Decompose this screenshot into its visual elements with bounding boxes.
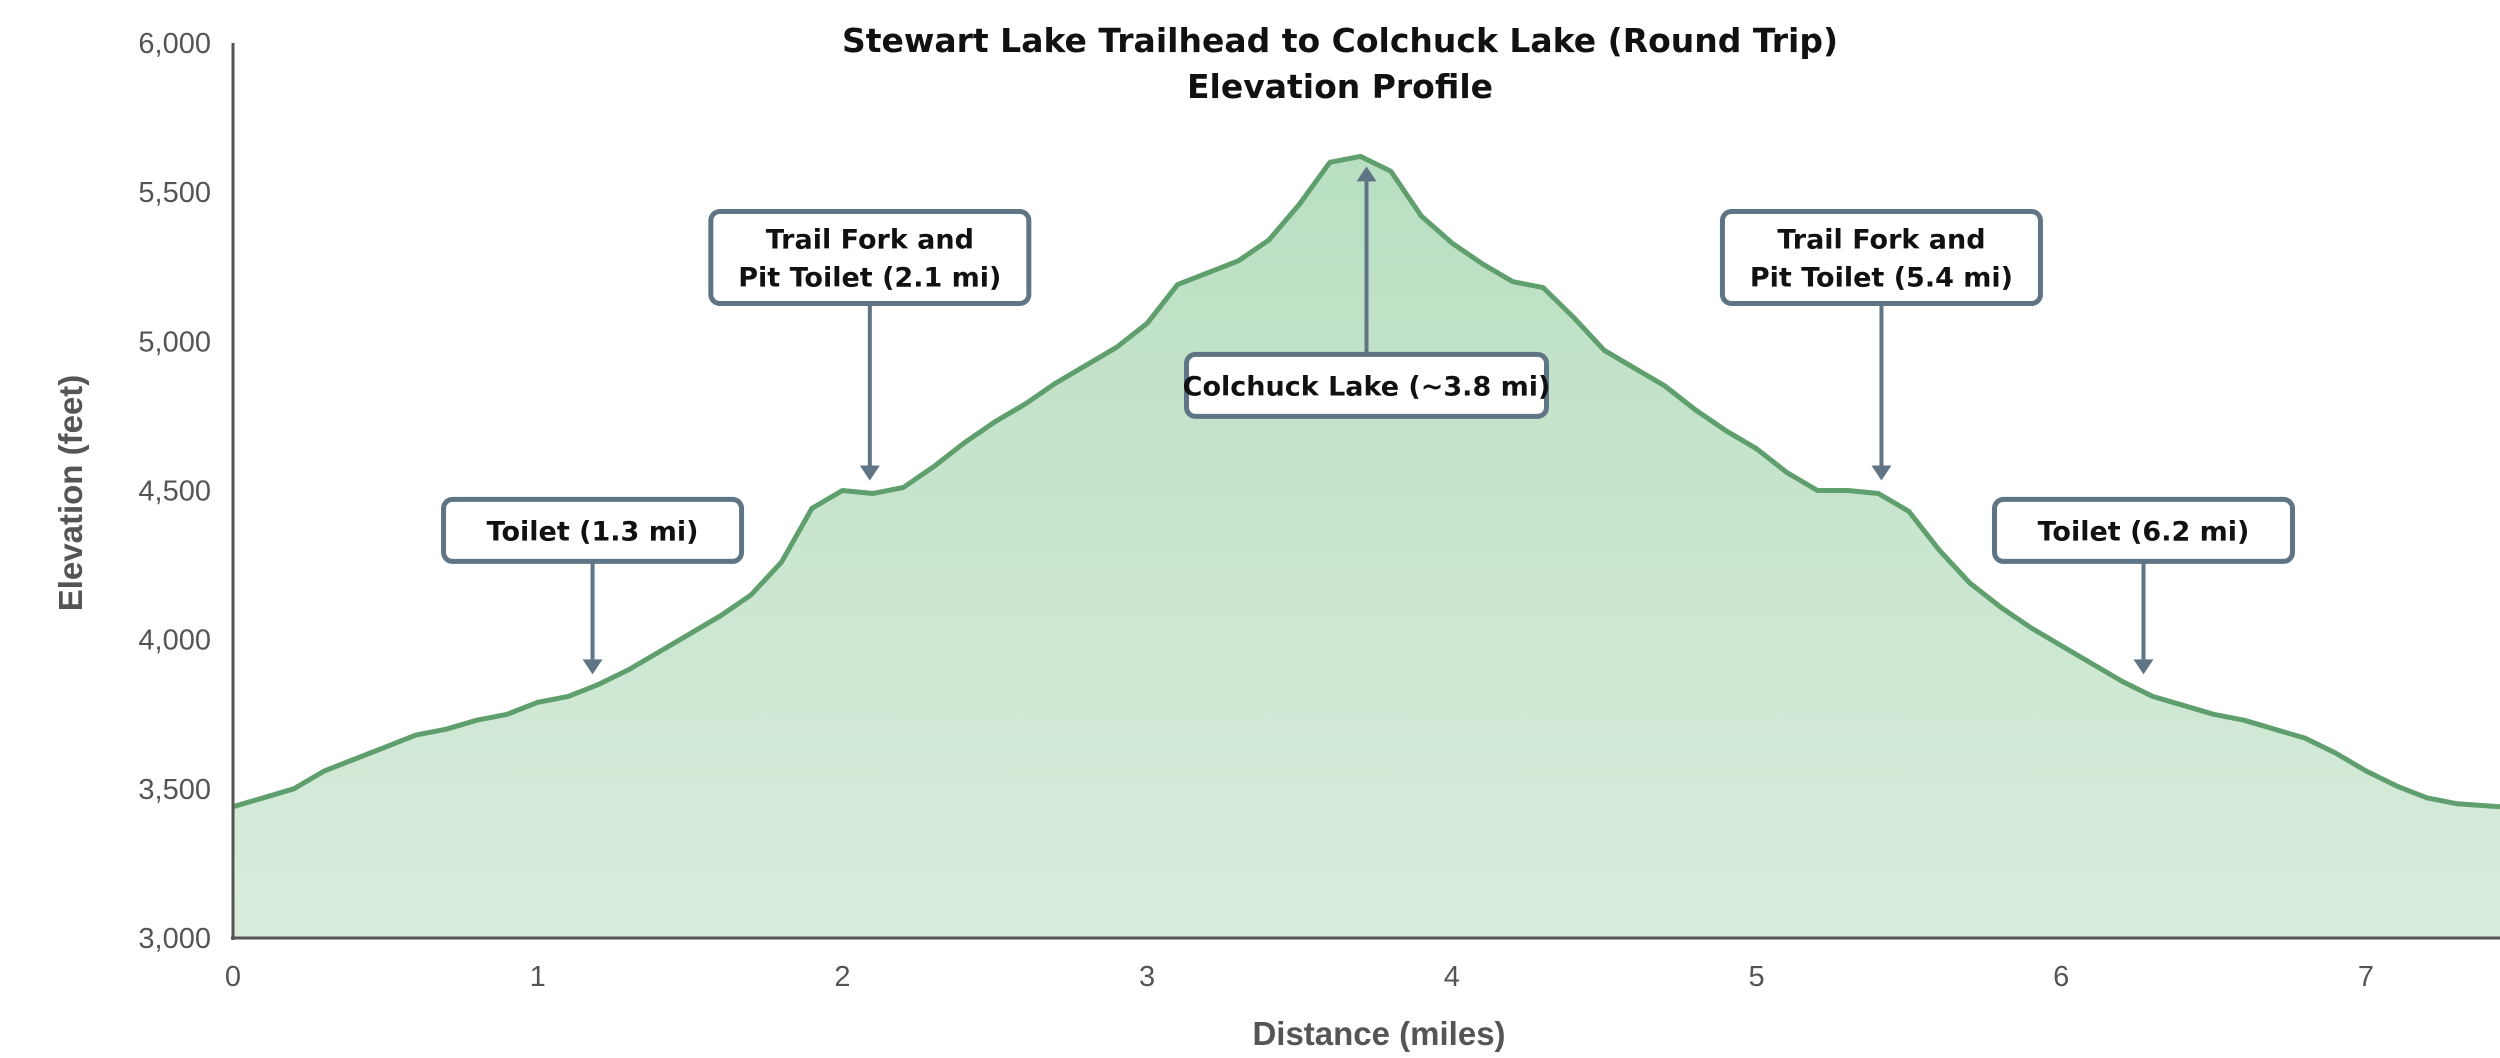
y-tick-label: 5,000 [138,326,211,358]
x-tick-label: 5 [1748,961,1764,993]
x-tick-label: 7 [2358,961,2374,993]
y-tick-label: 6,000 [138,28,211,60]
callout-5: Toilet (6.2 mi) [1991,496,2295,675]
x-axis-title: Distance (miles) [1252,1015,1505,1052]
callout-label: Pit Toilet (5.4 mi) [1750,263,2013,294]
y-tick-label: 4,000 [138,625,211,657]
callout-box [441,496,745,564]
callout-label: Trail Fork and [766,225,974,256]
x-tick-label: 1 [530,961,546,993]
y-axis-title: Elevation (feet) [52,375,89,612]
callout-box [1719,209,2043,307]
callout-box [1184,351,1549,419]
callout-1: Toilet (1.3 mi) [441,496,745,675]
x-tick-label: 0 [225,961,241,993]
callout-label: Colchuck Lake (~3.8 mi) [1183,371,1551,402]
y-tick-label: 4,500 [138,476,211,508]
elevation-line [232,153,2500,810]
callout-arrowhead [1871,465,1892,481]
x-tick-label: 2 [834,961,850,993]
x-tick-label: 4 [1444,961,1460,993]
callout-box [708,209,1032,307]
y-tick-label: 3,000 [138,923,211,955]
chart-title-line-2: Elevation Profile [1187,67,1493,106]
x-tick-label: 3 [1139,961,1155,993]
x-tick-label: 6 [2053,961,2069,993]
callout-arrowhead [859,465,880,481]
callout-label: Pit Toilet (2.1 mi) [738,263,1001,294]
callout-label: Toilet (6.2 mi) [2038,516,2250,547]
y-tick-label: 5,500 [138,177,211,209]
callout-label: Trail Fork and [1777,225,1985,256]
callout-box [1991,496,2295,564]
callout-2: Trail Fork and Pit Toilet (2.1 mi) [708,209,1032,481]
callout-arrowhead [582,659,603,675]
callout-4: Trail Fork and Pit Toilet (5.4 mi) [1719,209,2043,481]
callout-arrowhead [2133,659,2154,675]
elevation-area [233,156,2500,938]
chart-title-line-1: Stewart Lake Trailhead to Colchuck Lake … [842,21,1838,60]
callout-arrowhead [1356,166,1377,182]
y-tick-label: 3,500 [138,774,211,806]
callout-3: Colchuck Lake (~3.8 mi) [1183,166,1551,419]
callout-label: Toilet (1.3 mi) [487,516,699,547]
